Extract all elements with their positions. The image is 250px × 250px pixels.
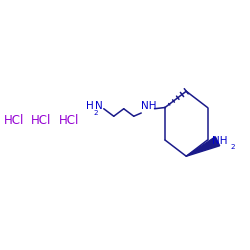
Polygon shape bbox=[186, 137, 220, 156]
Text: HCl: HCl bbox=[4, 114, 24, 126]
Text: N: N bbox=[96, 101, 103, 111]
Text: HCl: HCl bbox=[31, 114, 52, 126]
Text: H: H bbox=[86, 101, 94, 111]
Text: HCl: HCl bbox=[58, 114, 79, 126]
Text: 2: 2 bbox=[93, 110, 98, 116]
Text: 2: 2 bbox=[231, 144, 235, 150]
Text: NH: NH bbox=[212, 136, 228, 146]
Text: NH: NH bbox=[141, 101, 156, 111]
